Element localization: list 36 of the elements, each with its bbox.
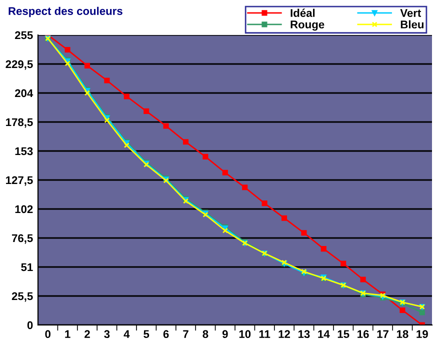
x-tick-label: 13 [298,330,310,338]
x-tick-label: 6 [163,330,169,338]
x-tick-label: 3 [104,330,110,338]
x-tick-label: 10 [239,330,251,338]
legend-label: Rouge [290,20,324,31]
y-tick-label: 229,5 [6,60,33,70]
x-tick-label: 9 [222,330,228,338]
y-tick-label: 178,5 [6,118,33,128]
y-tick-label: 102 [15,205,33,214]
x-tick-label: 0 [45,330,50,338]
x-tick-label: 15 [338,330,350,338]
chart-title: Respect des couleurs [8,6,122,18]
x-tick-label: 8 [202,330,208,338]
y-tick-label: 25,5 [12,292,33,302]
x-tick-label: 4 [124,330,130,338]
x-tick-label: 2 [84,330,90,338]
x-tick-label: 18 [396,330,408,338]
y-tick-label: 153 [15,147,33,156]
y-tick-label: 0 [27,321,33,330]
x-tick-label: 5 [144,330,150,338]
x-tick-label: 19 [416,330,428,338]
y-tick-label: 76,5 [12,234,33,244]
legend-label: Bleu [400,20,424,28]
x-tick-label: 12 [278,330,290,338]
legend-label: Vert [400,9,422,17]
x-tick-label: 11 [259,330,270,338]
legend-label: Idéal [290,8,315,17]
x-tick-label: 17 [377,330,388,338]
x-tick-label: 1 [65,330,70,338]
y-tick-label: 51 [21,263,33,272]
y-tick-label: 255 [14,31,33,40]
x-tick-label: 7 [183,330,188,338]
x-tick-label: 16 [358,330,369,338]
x-tick-label: 14 [318,330,330,338]
y-tick-label: 127,5 [6,176,33,186]
y-tick-label: 204 [14,89,34,98]
